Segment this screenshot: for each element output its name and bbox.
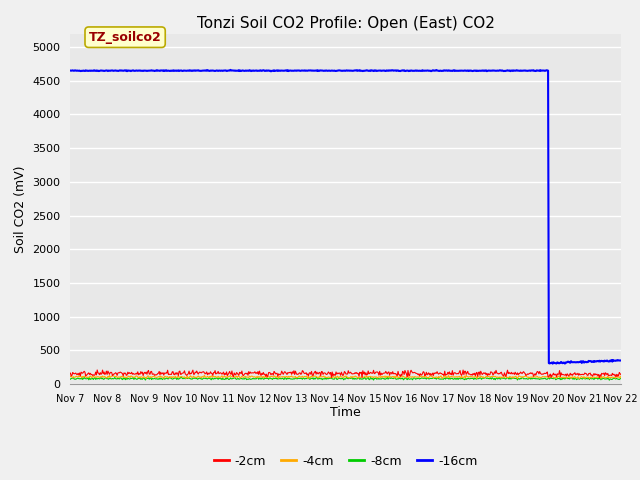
Legend: -2cm, -4cm, -8cm, -16cm: -2cm, -4cm, -8cm, -16cm (209, 450, 483, 473)
Y-axis label: Soil CO2 (mV): Soil CO2 (mV) (14, 165, 27, 252)
Text: TZ_soilco2: TZ_soilco2 (89, 31, 161, 44)
X-axis label: Time: Time (330, 407, 361, 420)
Title: Tonzi Soil CO2 Profile: Open (East) CO2: Tonzi Soil CO2 Profile: Open (East) CO2 (196, 16, 495, 31)
